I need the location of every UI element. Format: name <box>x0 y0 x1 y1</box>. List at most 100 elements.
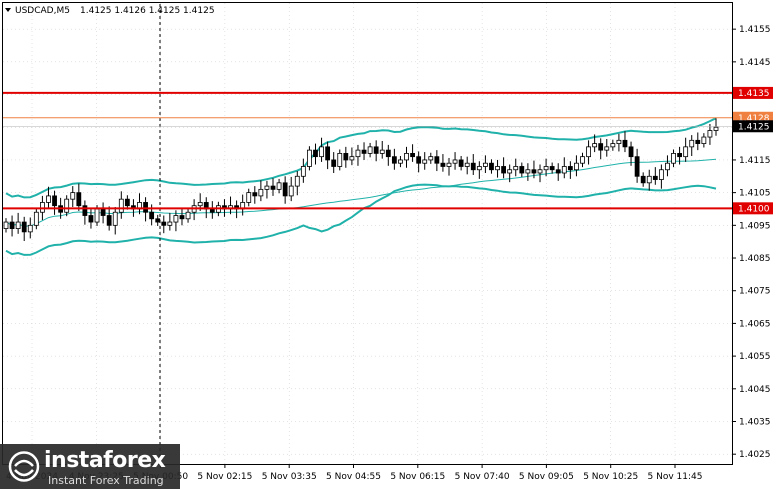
candle-body <box>94 208 100 223</box>
candle-body <box>385 149 391 158</box>
candle-body <box>300 166 306 177</box>
candle-body <box>574 162 579 171</box>
candle-body <box>501 166 507 174</box>
candle-body <box>307 149 312 167</box>
instaforex-logo: instaforex Instant Forex Trading <box>0 444 180 489</box>
candle-body <box>604 146 610 151</box>
y-tick-label: 1.4045 <box>739 385 771 395</box>
candle-body <box>640 175 646 184</box>
candle-body <box>52 195 57 207</box>
grid <box>3 3 732 464</box>
candle-body <box>446 162 452 167</box>
candle-body <box>88 215 94 223</box>
y-tick-label: 1.4035 <box>739 417 771 427</box>
candle-body <box>161 221 167 226</box>
candle-body <box>646 175 652 184</box>
candle-body <box>695 139 701 144</box>
candle-body <box>282 182 288 197</box>
moving-average <box>5 158 717 227</box>
candle-body <box>82 205 88 216</box>
candle-body <box>46 195 51 203</box>
candle-body <box>185 211 191 220</box>
candle-body <box>252 192 258 197</box>
x-tick-label: 5 Nov 06:15 <box>390 472 445 482</box>
plot-frame <box>2 2 733 465</box>
candle-body <box>652 175 658 180</box>
candle-body <box>367 146 373 154</box>
bollinger-bands <box>5 117 717 256</box>
chart-symbol: USDCAD,M5 <box>15 6 70 16</box>
candle-body <box>519 166 525 174</box>
candle-body <box>434 156 440 164</box>
x-tick-label: 5 Nov 02:15 <box>197 472 252 482</box>
candle-body <box>489 162 494 171</box>
candle-body <box>100 208 106 216</box>
candle-body <box>410 152 415 158</box>
candle-body <box>149 211 155 220</box>
candle-body <box>592 143 598 148</box>
candle-body <box>9 221 15 229</box>
level-tag-1.4135 <box>733 86 773 99</box>
candle-body <box>476 166 482 171</box>
candle-body <box>422 159 428 164</box>
candle-body <box>458 159 464 167</box>
level-tag-label: 1.4128 <box>738 114 770 124</box>
x-tick-label: 5 Nov 10:25 <box>583 472 638 482</box>
y-tick-label: 1.4145 <box>739 58 771 68</box>
chart-ohlc: 1.4125 1.4126 1.4125 1.4125 <box>80 6 215 16</box>
candle-body <box>209 208 215 213</box>
bollinger-upper <box>5 117 717 199</box>
y-tick-label: 1.4105 <box>739 189 771 199</box>
x-tick-label: 5 Nov 09:05 <box>519 472 574 482</box>
candle-body <box>671 152 676 164</box>
candle-body <box>276 182 282 190</box>
level-tag-label: 1.4100 <box>738 204 770 214</box>
candle-body <box>658 169 664 180</box>
level-tag-1.4100 <box>733 202 773 215</box>
candle-body <box>701 136 707 144</box>
candle-body <box>586 146 591 158</box>
candle-body <box>112 211 118 226</box>
candle-body <box>525 169 531 174</box>
x-tick-label: 5 Nov 07:40 <box>455 472 510 482</box>
candle-body <box>197 202 203 207</box>
candle-body <box>355 149 361 158</box>
candle-body <box>628 146 634 158</box>
candle-body <box>537 169 543 174</box>
candle-body <box>707 130 713 138</box>
candle-body <box>440 162 446 167</box>
candle-body <box>610 143 616 148</box>
candle-body <box>616 139 622 144</box>
candle-body <box>64 198 70 213</box>
y-tick-label: 1.4115 <box>739 156 771 166</box>
candle-body <box>246 192 252 203</box>
candle-body <box>549 166 555 171</box>
candle-body <box>3 221 9 229</box>
candle-body <box>349 156 355 161</box>
candle-body <box>76 192 82 207</box>
y-tick-label: 1.4085 <box>739 254 771 264</box>
candle-body <box>27 224 33 233</box>
candle-body <box>495 166 500 171</box>
current-price-label: 1.4125 <box>738 122 770 132</box>
y-tick-label: 1.4065 <box>739 319 771 329</box>
candle-body <box>106 215 112 226</box>
bollinger-lower <box>5 183 717 256</box>
dropdown-triangle-icon[interactable] <box>5 8 11 12</box>
candle-body <box>567 166 573 171</box>
candle-body <box>543 166 549 171</box>
candle-body <box>173 215 179 223</box>
level-lines[interactable] <box>3 91 732 210</box>
candle-body <box>70 192 76 200</box>
candle-body <box>416 156 422 164</box>
candle-body <box>689 139 695 148</box>
candle-body <box>391 156 397 164</box>
current-price-tag <box>733 120 773 133</box>
candle-body <box>361 149 367 154</box>
candle-body <box>677 152 682 158</box>
candle-body <box>452 159 458 164</box>
candle-body <box>288 185 294 197</box>
candle-body <box>294 175 300 187</box>
